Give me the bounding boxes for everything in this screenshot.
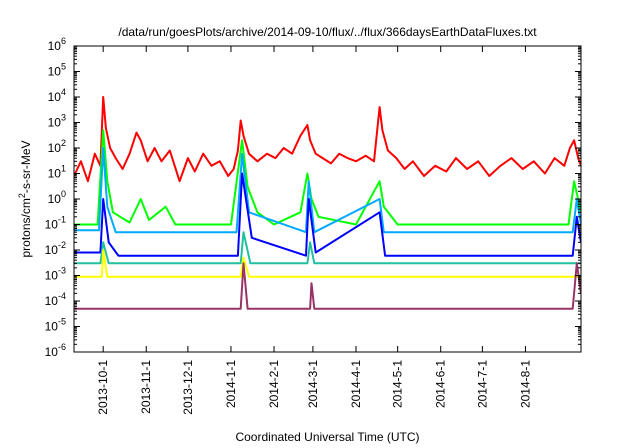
y-tick-label: 10-4 (45, 291, 66, 308)
series-line-7 (74, 262, 581, 310)
x-tick-label: 2014-5-1 (391, 360, 405, 408)
x-tick-label: 2014-6-1 (434, 360, 448, 408)
y-tick-label: 10-3 (45, 266, 66, 283)
y-axis-title: protons/cm2-s-sr-MeV (17, 140, 33, 257)
y-tick-label: 10-5 (45, 317, 66, 334)
series-line-2 (74, 129, 581, 226)
series-line-5 (74, 231, 581, 265)
y-tick-label: 104 (48, 87, 66, 104)
y-tick-label: 101 (48, 164, 66, 181)
x-tick-label: 2013-12-1 (181, 360, 195, 415)
series-line-3 (74, 147, 581, 234)
y-tick-label: 103 (48, 113, 66, 130)
y-tick-label: 10-2 (45, 240, 66, 257)
y-tick-label: 105 (48, 62, 66, 79)
chart-title: /data/run/goesPlots/archive/2014-09-10/f… (118, 25, 537, 39)
x-tick-label: 2014-8-1 (518, 360, 532, 408)
x-tick-label: 2014-3-1 (306, 360, 320, 408)
y-tick-label: 10-6 (45, 342, 66, 359)
series-line-6 (74, 249, 581, 278)
y-tick-label: 100 (48, 189, 66, 206)
y-axis: 10-6 10-5 10-4 10-3 10-2 10-1 100 101 102 103 104 1… (45, 36, 581, 359)
y-tick-label: 10-1 (45, 215, 66, 232)
plot-frame (73, 45, 582, 353)
x-tick-label: 2014-7-1 (475, 360, 489, 408)
x-tick-label: 2013-11-1 (139, 360, 153, 414)
y-tick-label: 106 (48, 36, 66, 53)
plot-area (74, 96, 581, 310)
series-line-1 (74, 96, 581, 183)
x-axis: 2013-10-1 2013-11-1 2013-12-1 2014-1-1 2014-… (96, 46, 532, 415)
series-line-4 (74, 172, 581, 257)
y-tick-label: 102 (48, 138, 66, 155)
x-tick-label: 2014-4-1 (349, 360, 363, 408)
x-axis-title: Coordinated Universal Time (UTC) (235, 430, 419, 444)
x-tick-label: 2014-1-1 (224, 360, 238, 408)
x-tick-label: 2014-2-1 (267, 360, 281, 408)
x-tick-label: 2013-10-1 (96, 360, 110, 415)
